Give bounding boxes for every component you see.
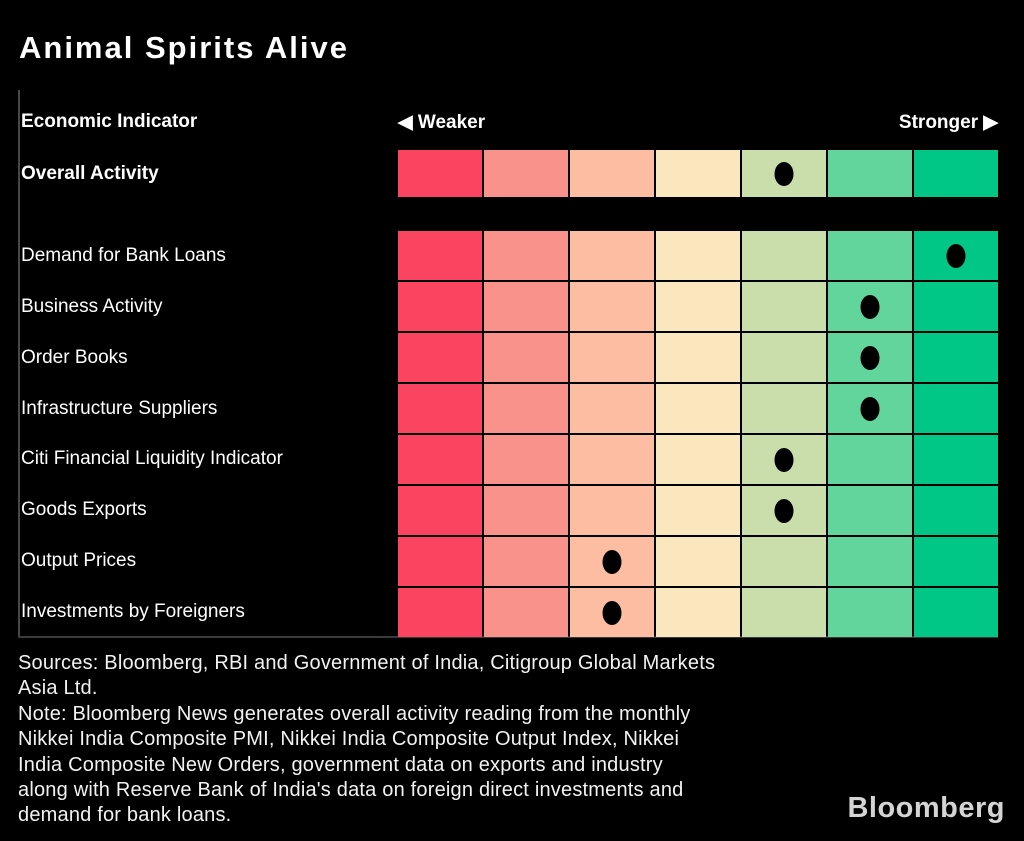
indicator-dot	[774, 447, 794, 472]
heat-cell	[828, 333, 912, 382]
heat-cell	[742, 282, 826, 331]
heat-cell	[656, 282, 740, 331]
row-label: Investments by Foreigners	[21, 600, 245, 622]
chart-title: Animal Spirits Alive	[19, 30, 349, 65]
weaker-axis-label: ◀ Weaker	[398, 112, 486, 133]
heat-cell	[484, 588, 568, 637]
indicator-dot	[946, 243, 966, 268]
heat-cell	[828, 435, 912, 484]
source-note-line: Note: Bloomberg News generates overall a…	[18, 702, 691, 725]
heat-cell	[742, 150, 826, 197]
heat-cell	[398, 537, 482, 586]
economic-indicator-header: Economic Indicator	[21, 111, 198, 132]
heat-cell	[656, 150, 740, 197]
heat-cell	[484, 333, 568, 382]
indicator-dot	[860, 345, 880, 370]
source-note-line: Nikkei India Composite PMI, Nikkei India…	[18, 728, 680, 751]
row-label: Output Prices	[21, 549, 137, 571]
heat-cell	[570, 333, 654, 382]
heat-cell	[828, 588, 912, 637]
heat-cell	[570, 537, 654, 586]
heat-cell	[398, 333, 482, 382]
indicator-dot	[860, 294, 880, 319]
row-label-overall-activity: Overall Activity	[21, 162, 159, 184]
source-note-line: along with Reserve Bank of India's data …	[18, 779, 684, 802]
heat-cell	[742, 486, 826, 535]
heat-cell	[398, 384, 482, 433]
heat-cell	[484, 486, 568, 535]
heat-cell	[742, 333, 826, 382]
heat-cell	[484, 150, 568, 197]
heat-cell	[656, 588, 740, 637]
indicator-heat-grid	[398, 231, 998, 637]
heat-cell	[742, 537, 826, 586]
heat-cell	[656, 537, 740, 586]
heat-cell	[570, 231, 654, 280]
heat-cell	[570, 384, 654, 433]
indicator-dot	[774, 498, 794, 523]
heat-cell	[570, 435, 654, 484]
heat-cell	[656, 486, 740, 535]
source-note-line: Sources: Bloomberg, RBI and Government o…	[18, 652, 716, 674]
row-label: Business Activity	[21, 296, 163, 318]
heat-cell	[570, 282, 654, 331]
indicator-dot	[774, 161, 794, 186]
heat-cell	[484, 537, 568, 586]
source-note-line: demand for bank loans.	[18, 804, 232, 827]
source-note-line: India Composite New Orders, government d…	[18, 753, 663, 776]
source-note: Sources: Bloomberg, RBI and Government o…	[18, 651, 715, 829]
heat-cell	[656, 333, 740, 382]
heat-cell	[828, 282, 912, 331]
heat-cell	[398, 486, 482, 535]
heat-cell	[484, 282, 568, 331]
heat-cell	[914, 435, 998, 484]
heat-cell	[914, 282, 998, 331]
heat-cell	[484, 435, 568, 484]
heat-cell	[656, 231, 740, 280]
indicator-dot	[602, 600, 622, 625]
heat-cell	[828, 150, 912, 197]
heat-cell	[398, 588, 482, 637]
source-note-line: Asia Ltd.	[18, 677, 98, 700]
heat-cell	[914, 588, 998, 637]
heat-cell	[398, 231, 482, 280]
heat-cell	[914, 384, 998, 433]
heat-cell	[656, 384, 740, 433]
heat-cell	[742, 435, 826, 484]
heat-cell	[570, 150, 654, 197]
row-label: Citi Financial Liquidity Indicator	[21, 448, 283, 470]
heat-cell	[828, 231, 912, 280]
bottom-axis-line	[18, 636, 998, 638]
overall-activity-heat-row	[398, 150, 998, 197]
heat-cell	[828, 384, 912, 433]
heat-cell	[828, 486, 912, 535]
row-label: Demand for Bank Loans	[21, 245, 226, 267]
heat-cell	[570, 486, 654, 535]
heat-cell	[914, 333, 998, 382]
row-label: Goods Exports	[21, 499, 147, 521]
stronger-axis-label: Stronger ▶	[898, 112, 998, 133]
indicator-dot	[602, 549, 622, 574]
bloomberg-logo: Bloomberg	[847, 792, 1005, 824]
heat-cell	[914, 486, 998, 535]
row-label: Infrastructure Suppliers	[21, 397, 218, 419]
indicator-dot	[860, 396, 880, 421]
row-label: Order Books	[21, 346, 128, 368]
heat-cell	[398, 282, 482, 331]
heat-cell	[914, 150, 998, 197]
heat-cell	[398, 150, 482, 197]
left-axis-line	[18, 90, 20, 638]
heat-cell	[742, 588, 826, 637]
heat-cell	[914, 537, 998, 586]
heat-cell	[398, 435, 482, 484]
heat-cell	[742, 231, 826, 280]
heat-cell	[914, 231, 998, 280]
heat-cell	[484, 231, 568, 280]
heat-cell	[742, 384, 826, 433]
heat-cell	[828, 537, 912, 586]
heat-cell	[570, 588, 654, 637]
heat-cell	[656, 435, 740, 484]
heat-cell	[484, 384, 568, 433]
